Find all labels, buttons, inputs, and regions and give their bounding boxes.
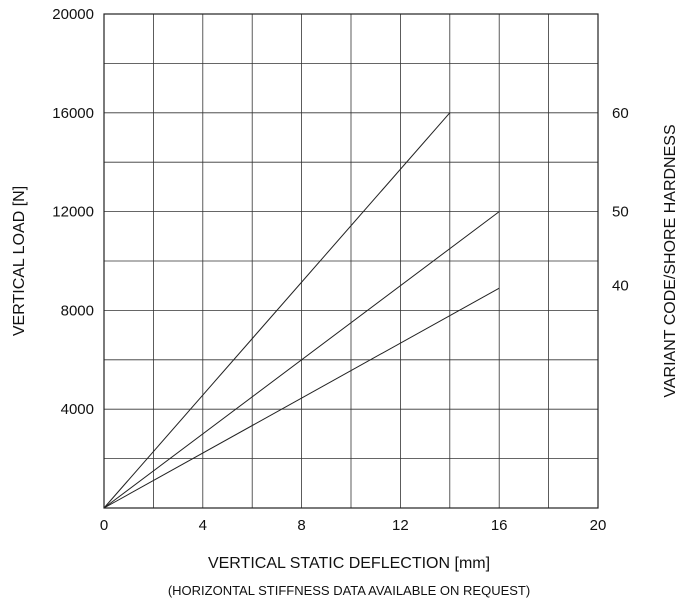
series-lines: [103, 112, 500, 509]
y-tick-labels: 4000 8000 12000 16000 20000: [52, 6, 94, 418]
series-line-40: [103, 287, 500, 509]
series-line-50: [103, 211, 500, 509]
right-series-labels: 60 50 40: [612, 105, 629, 295]
y-tick-label: 8000: [61, 302, 94, 319]
y-tick-label: 20000: [52, 6, 94, 23]
plot-frame: [103, 13, 599, 509]
x-tick-labels: 0 4 8 12 16 20: [100, 517, 607, 534]
x-tick-label: 4: [199, 517, 207, 534]
series-label-40: 40: [612, 278, 629, 295]
x-tick-label: 16: [491, 517, 508, 534]
grid: [104, 14, 598, 508]
y-tick-label: 12000: [52, 204, 94, 221]
x-axis-title: VERTICAL STATIC DEFLECTION [mm]: [208, 555, 490, 572]
series-label-50: 50: [612, 204, 629, 221]
stiffness-note: (HORIZONTAL STIFFNESS DATA AVAILABLE ON …: [168, 583, 530, 598]
y-tick-label: 4000: [61, 401, 94, 418]
x-tick-label: 8: [297, 517, 305, 534]
y-tick-label: 16000: [52, 105, 94, 122]
series-line-60: [103, 112, 451, 509]
x-tick-label: 12: [392, 517, 409, 534]
y-axis-title: VERTICAL LOAD [N]: [11, 186, 28, 336]
right-axis-title: VARIANT CODE/SHORE HARDNESS: [662, 124, 679, 397]
x-tick-label: 20: [590, 517, 607, 534]
series-label-60: 60: [612, 105, 629, 122]
x-tick-label: 0: [100, 517, 108, 534]
